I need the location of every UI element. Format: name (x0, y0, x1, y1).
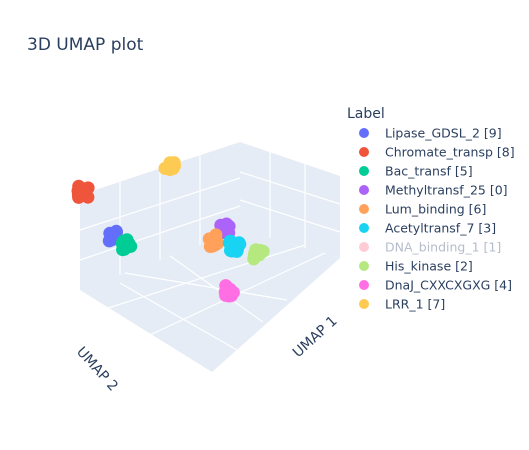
legend-item[interactable]: Chromate_transp [8] (359, 145, 515, 160)
legend-label: Lipase_GDSL_2 [9] (385, 126, 502, 141)
legend-label: LRR_1 [7] (385, 297, 445, 312)
scene-gridlines (79, 152, 341, 351)
scatter-point (247, 252, 261, 266)
scatter-point (220, 223, 234, 237)
scene-floor (80, 230, 340, 372)
legend[interactable]: Label Lipase_GDSL_2 [9] Chromate_transp [… (347, 106, 515, 312)
legend-label: DnaJ_CXXCXGXG [4] (385, 278, 512, 293)
scatter-point (209, 233, 223, 247)
legend-label: Chromate_transp [8] (385, 145, 515, 160)
legend-label: Methyltransf_25 [0] (385, 183, 508, 198)
legend-item[interactable]: Acetyltransf_7 [3] (359, 221, 496, 236)
legend-marker (359, 280, 369, 290)
legend-marker (359, 204, 369, 214)
legend-marker (359, 166, 369, 176)
legend-marker (359, 242, 369, 252)
scatter-point (232, 236, 246, 250)
scatter-points[interactable] (71, 156, 270, 303)
legend-item[interactable]: DNA_binding_1 [1] (359, 240, 501, 255)
chart-title: 3D UMAP plot (27, 35, 144, 55)
legend-label: Lum_binding [6] (385, 202, 486, 217)
legend-item[interactable]: Lipase_GDSL_2 [9] (359, 126, 502, 141)
scene[interactable]: UMAP 1 UMAP 2 (71, 142, 341, 395)
x-axis-title: UMAP 1 (290, 313, 341, 361)
scatter-point (123, 239, 137, 253)
legend-item[interactable]: LRR_1 [7] (359, 297, 445, 312)
legend-marker (359, 261, 369, 271)
legend-label: His_kinase [2] (385, 259, 473, 274)
legend-item[interactable]: Methyltransf_25 [0] (359, 183, 508, 198)
scene-wall-right (240, 142, 340, 258)
legend-item[interactable]: His_kinase [2] (359, 259, 473, 274)
legend-label: Bac_transf [5] (385, 164, 473, 179)
legend-item[interactable]: Lum_binding [6] (359, 202, 486, 217)
legend-title: Label (347, 106, 385, 122)
legend-marker (359, 147, 369, 157)
legend-marker (359, 185, 369, 195)
legend-marker (359, 128, 369, 138)
legend-label: DNA_binding_1 [1] (385, 240, 501, 255)
scatter-point (224, 289, 238, 303)
legend-item[interactable]: Bac_transf [5] (359, 164, 473, 179)
scatter-point (164, 161, 178, 175)
legend-label: Acetyltransf_7 [3] (385, 221, 496, 236)
y-axis-title: UMAP 2 (73, 344, 121, 395)
legend-marker (359, 299, 369, 309)
scatter-point (71, 188, 85, 202)
legend-marker (359, 223, 369, 233)
legend-item[interactable]: DnaJ_CXXCXGXG [4] (359, 278, 512, 293)
